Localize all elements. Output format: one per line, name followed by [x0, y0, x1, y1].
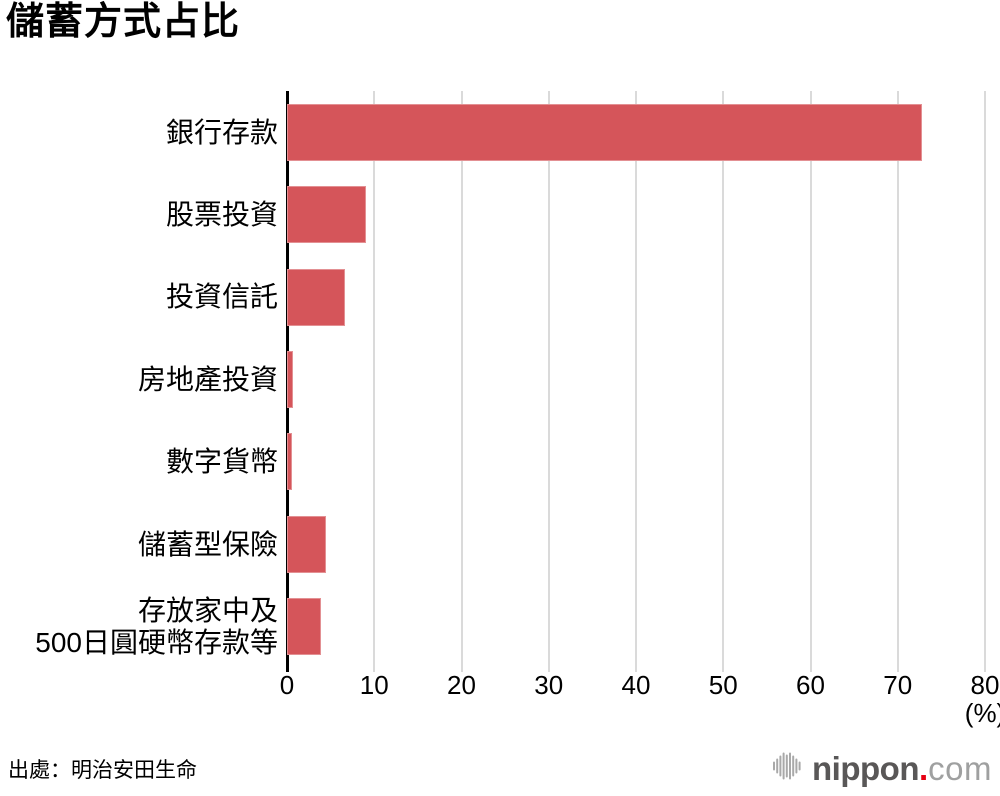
gridline	[984, 91, 986, 672]
gridline	[809, 91, 812, 672]
bar-row	[287, 421, 985, 503]
category-label: 房地產投資	[137, 363, 278, 395]
category-label: 數字貨幣	[165, 446, 278, 478]
bar-home-cash	[287, 598, 322, 656]
x-tick-label: 50	[708, 670, 738, 700]
bar-savings-insurance	[287, 515, 327, 573]
gridline	[635, 91, 637, 672]
x-tick-label: 0	[279, 670, 295, 700]
x-tick-label: 80	[970, 670, 1000, 700]
bar-real-estate	[287, 350, 294, 408]
bar-row	[287, 503, 985, 585]
bar-investment-trust	[287, 268, 345, 326]
category-label: 存放家中及 500日圓硬幣存款等	[35, 595, 278, 658]
bar-digital-currency	[287, 433, 293, 491]
plot-area	[286, 91, 986, 672]
category-labels: 銀行存款 股票投資 投資信託 房地產投資 數字貨幣 儲蓄型保險 存放家中及 50…	[0, 91, 278, 668]
source-credit: 出處：明治安田生命	[8, 759, 197, 782]
category-label: 儲蓄型保險	[137, 528, 278, 560]
logo-dot: .	[918, 749, 929, 787]
x-axis-unit-label: (%)	[964, 698, 1000, 728]
nippon-com-wordmark: nippon . com	[812, 750, 992, 788]
chart-title: 儲蓄方式占比	[6, 1, 241, 43]
category-label: 投資信託	[165, 281, 278, 313]
category-label: 股票投資	[165, 198, 278, 230]
bar-row	[287, 256, 985, 338]
x-tick-label: 30	[534, 670, 564, 700]
x-axis: 0 10 20 30 40 50 60 70 80 (%)	[280, 670, 1000, 732]
bar-row	[287, 586, 985, 668]
gridline	[373, 91, 376, 672]
logo-brand-text: nippon	[812, 749, 919, 787]
logo-tld-text: com	[928, 749, 992, 787]
category-label: 銀行存款	[165, 116, 278, 148]
bar-bank-deposit	[287, 103, 923, 161]
bar-row	[287, 91, 985, 173]
gridline	[547, 91, 550, 672]
x-tick-label: 10	[359, 670, 389, 700]
bar-stock-investment	[287, 186, 367, 244]
nippon-com-logo: nippon . com	[773, 749, 992, 788]
x-tick-label: 40	[621, 670, 651, 700]
x-tick-label: 20	[447, 670, 476, 700]
bar-row	[287, 338, 985, 420]
waveform-icon	[773, 749, 803, 788]
bar-row	[287, 173, 985, 255]
gridline	[896, 91, 899, 672]
x-tick-label: 60	[796, 670, 825, 700]
x-tick-label: 70	[883, 670, 913, 700]
gridline	[722, 91, 725, 672]
gridline	[460, 91, 463, 672]
